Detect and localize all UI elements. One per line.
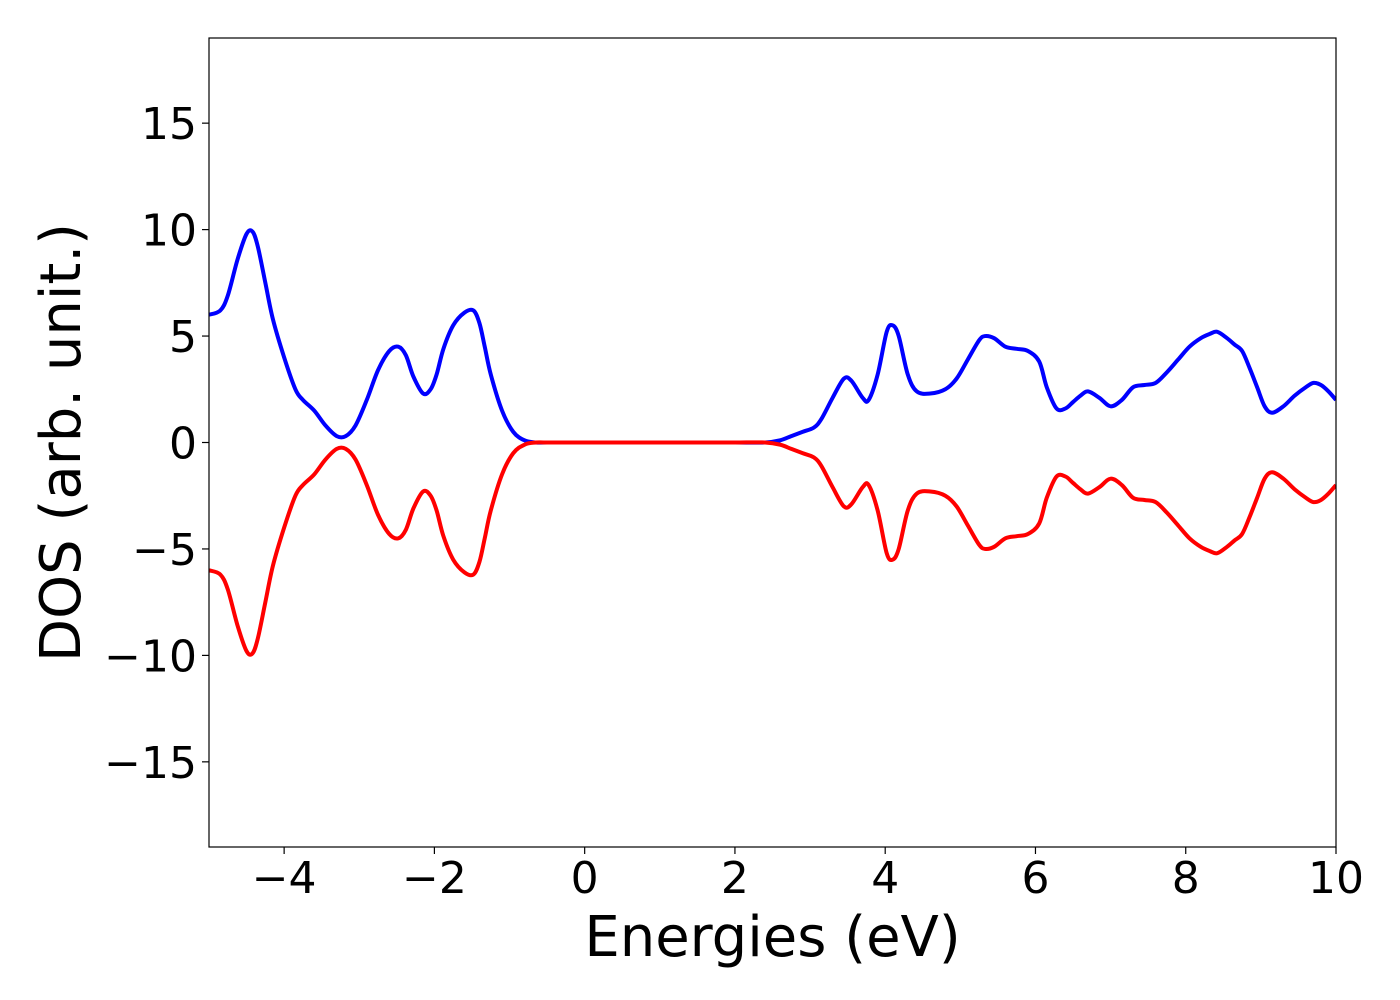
y-tick-label: −15	[104, 738, 197, 789]
series-layer	[209, 228, 1336, 657]
x-tick-label: 2	[721, 853, 749, 904]
y-tick-label: −5	[132, 525, 197, 576]
y-axis-label: DOS (arb. unit.)	[29, 223, 94, 662]
dos-line-blue	[209, 228, 1336, 445]
x-tick-label: 0	[571, 853, 599, 904]
x-tick-label: −4	[252, 853, 317, 904]
x-axis-ticks: −4 −2 0 2 4 6 8 10	[252, 847, 1364, 904]
x-tick-label: −2	[402, 853, 467, 904]
y-tick-label: 0	[169, 419, 197, 470]
x-tick-label: 4	[871, 853, 899, 904]
x-tick-label: 6	[1021, 853, 1049, 904]
dos-line-red	[209, 440, 1336, 657]
y-tick-label: −10	[104, 631, 197, 682]
y-tick-label: 15	[141, 99, 197, 150]
x-tick-label: 10	[1308, 853, 1364, 904]
y-tick-label: 10	[141, 206, 197, 257]
x-axis-label: Energies (eV)	[584, 905, 960, 970]
y-tick-label: 5	[169, 312, 197, 363]
x-tick-label: 8	[1172, 853, 1200, 904]
y-axis-ticks: −15 −10 −5 0 5 10 15	[104, 99, 209, 789]
